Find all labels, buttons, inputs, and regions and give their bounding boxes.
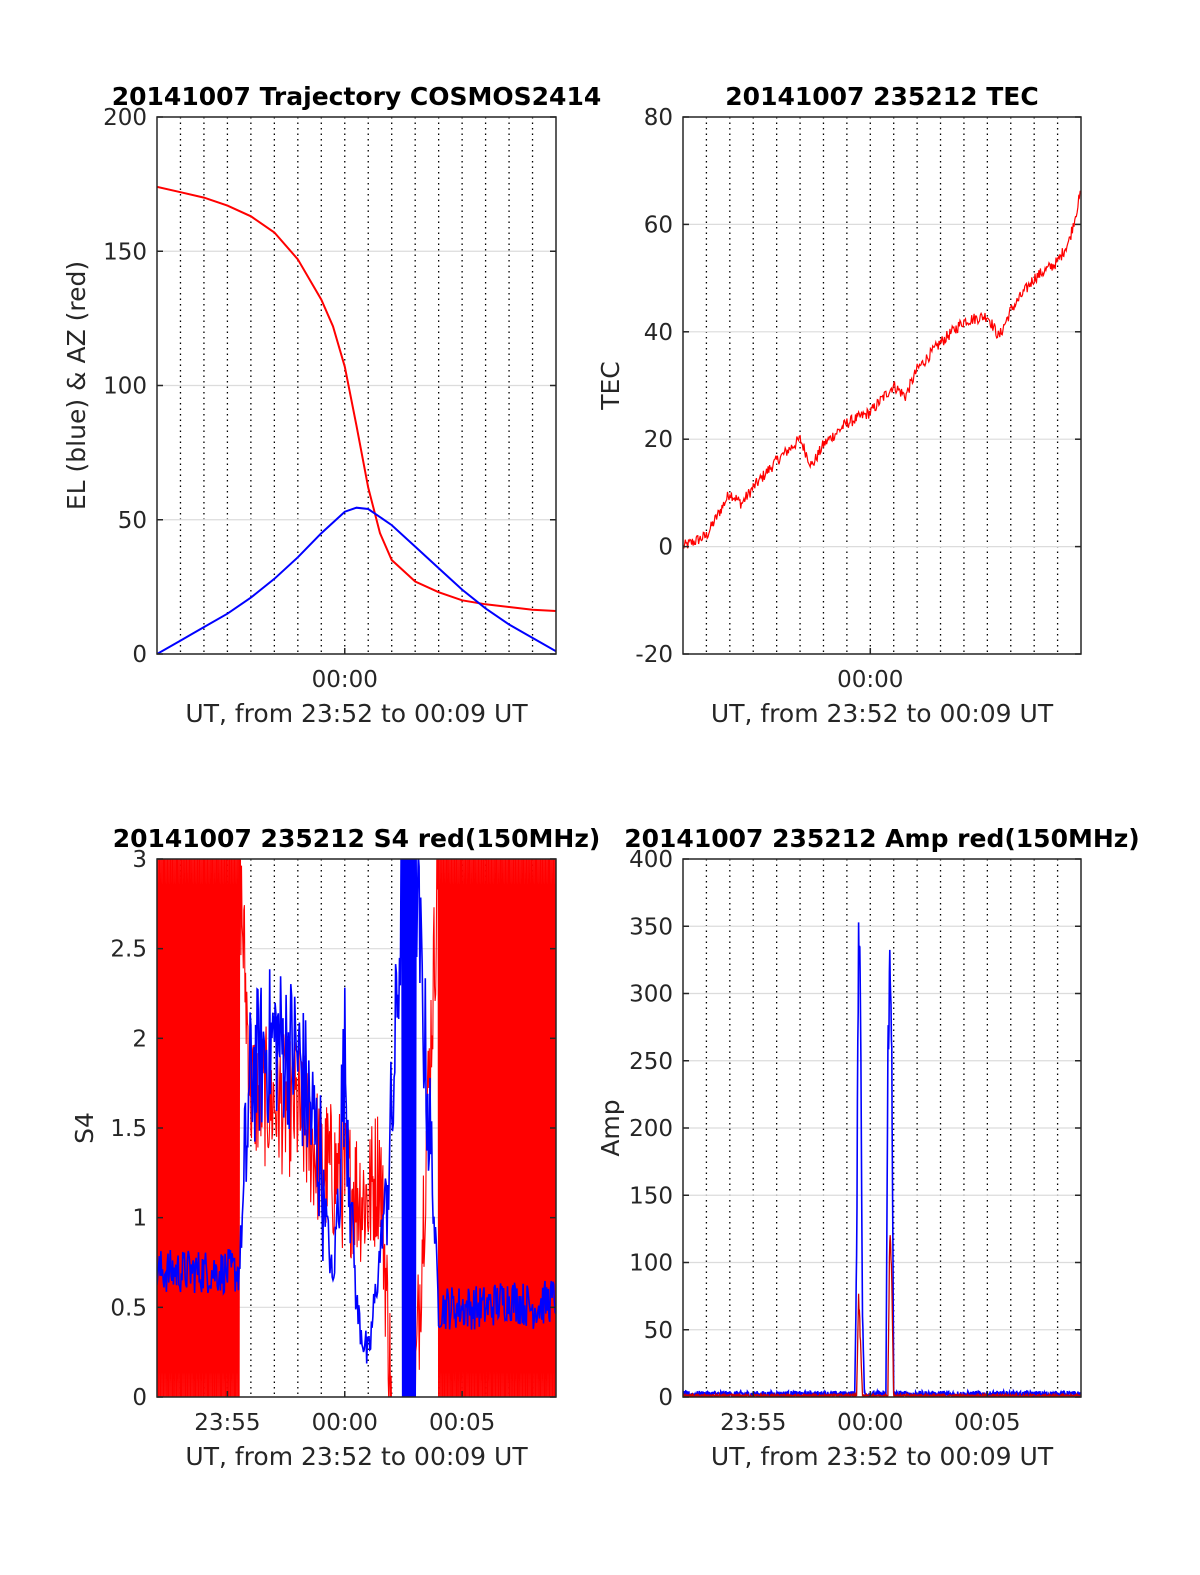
y-tick-label: 150: [629, 1183, 673, 1209]
x-tick-label: 00:05: [429, 1410, 495, 1436]
x-axis-label: UT, from 23:52 to 00:09 UT: [711, 699, 1054, 728]
x-tick-label: 23:55: [720, 1410, 786, 1436]
y-tick-label: 400: [629, 847, 673, 873]
y-axis-label: EL (blue) & AZ (red): [62, 261, 91, 510]
y-tick-label: 100: [103, 374, 147, 400]
y-tick-label: 250: [629, 1049, 673, 1075]
y-tick-label: 200: [103, 105, 147, 131]
x-tick-label: 00:00: [837, 1410, 903, 1436]
series-line: [683, 190, 1081, 549]
series-line: [157, 506, 556, 654]
y-tick-label: 0.5: [110, 1295, 147, 1321]
series-line: [683, 1235, 1081, 1397]
y-tick-label: 0: [658, 535, 673, 561]
x-axis-label: UT, from 23:52 to 00:09 UT: [185, 699, 528, 728]
x-axis-label: UT, from 23:52 to 00:09 UT: [185, 1442, 528, 1471]
plot-area: [157, 185, 556, 654]
series-line: [157, 185, 556, 612]
x-tick-label: 00:00: [312, 1410, 378, 1436]
plot-area: [157, 859, 556, 1397]
x-tick-label: 00:00: [312, 667, 378, 693]
y-axis-label: S4: [70, 1112, 99, 1144]
y-tick-label: 0: [658, 1385, 673, 1411]
y-tick-label: 50: [118, 508, 147, 534]
y-tick-label: 60: [644, 212, 673, 238]
x-tick-label: 23:55: [194, 1410, 260, 1436]
chart-title: 20141007 235212 S4 red(150MHz): [113, 824, 601, 853]
y-tick-label: 0: [132, 642, 147, 668]
x-axis-label: UT, from 23:52 to 00:09 UT: [711, 1442, 1054, 1471]
series-line: [157, 859, 556, 1397]
y-tick-label: 2.5: [110, 937, 147, 963]
grid: [683, 116, 1081, 655]
y-tick-label: 1: [132, 1206, 147, 1232]
y-tick-label: 1.5: [110, 1116, 147, 1142]
y-tick-label: -20: [635, 642, 673, 668]
plot-area: [683, 190, 1081, 549]
y-tick-label: 40: [644, 320, 673, 346]
y-tick-label: 0: [132, 1385, 147, 1411]
y-axis-label: TEC: [596, 361, 625, 411]
y-tick-label: 100: [629, 1251, 673, 1277]
chart-3: 0 0.5 1 1.5 2 2.5 3 23:55 00:00 00:05 20141007 235…: [70, 824, 600, 1471]
chart-4: 0 50 100 150 200 250 300 350 400 23:55 00:00 00:05 2…: [596, 824, 1140, 1471]
y-tick-label: 2: [132, 1026, 147, 1052]
grid: [683, 858, 1081, 1398]
chart-1: 0 50 100 150 200 00:00 20141007 Trajectory COS…: [62, 82, 601, 728]
y-tick-label: 300: [629, 982, 673, 1008]
y-tick-label: 350: [629, 914, 673, 940]
chart-title: 20141007 Trajectory COSMOS2414: [112, 82, 602, 111]
x-tick-label: 00:00: [837, 667, 903, 693]
chart-title: 20141007 235212 Amp red(150MHz): [624, 824, 1140, 853]
grid: [157, 116, 556, 655]
y-tick-label: 200: [629, 1116, 673, 1142]
y-tick-label: 3: [132, 847, 147, 873]
series-line: [157, 859, 556, 1397]
chart-2: -20 0 20 40 60 80 00:00 20141007 235212 TEC UT, …: [596, 82, 1082, 728]
y-tick-label: 20: [644, 427, 673, 453]
x-tick-label: 00:05: [954, 1410, 1020, 1436]
y-tick-label: 50: [644, 1318, 673, 1344]
chart-title: 20141007 235212 TEC: [725, 82, 1038, 111]
axes-frame: [682, 116, 1082, 655]
series-line: [683, 922, 1081, 1397]
y-tick-label: 150: [103, 239, 147, 265]
y-axis-label: Amp: [596, 1099, 625, 1156]
y-tick-label: 80: [644, 105, 673, 131]
